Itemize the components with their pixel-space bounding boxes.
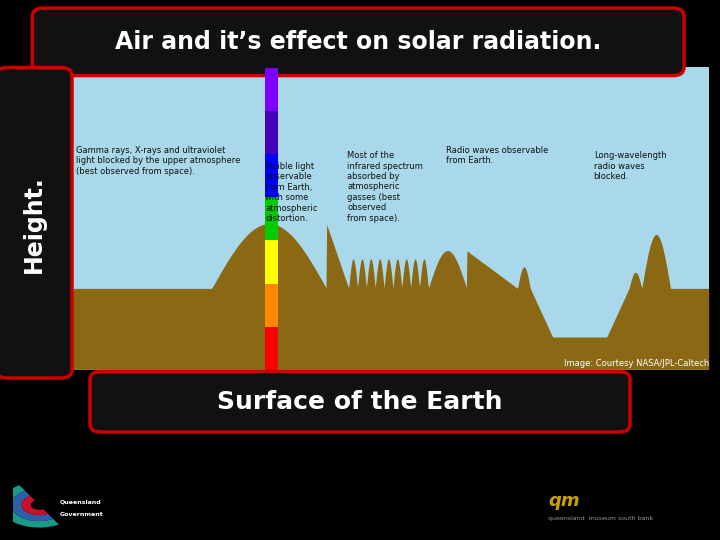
Text: Surface of the Earth: Surface of the Earth: [217, 390, 503, 414]
Polygon shape: [72, 224, 709, 370]
Text: qm: qm: [549, 492, 580, 510]
Text: Long-wavelength
radio waves
blocked.: Long-wavelength radio waves blocked.: [594, 151, 666, 181]
Text: Air and it’s effect on solar radiation.: Air and it’s effect on solar radiation.: [114, 30, 601, 54]
Text: Visible light
observable
from Earth,
with some
atmospheric
distortion.: Visible light observable from Earth, wit…: [266, 162, 318, 223]
Bar: [265, 111, 278, 154]
Text: Most of the
infrared spectrum
absorbed by
atmospheric
gasses (best
observed
from: Most of the infrared spectrum absorbed b…: [347, 151, 423, 222]
Text: Image: Courtesy NASA/JPL-Caltech: Image: Courtesy NASA/JPL-Caltech: [564, 359, 709, 368]
FancyBboxPatch shape: [0, 68, 72, 378]
Wedge shape: [11, 491, 53, 521]
Bar: [265, 197, 278, 240]
Wedge shape: [22, 496, 48, 515]
Text: Height.: Height.: [22, 175, 46, 273]
Bar: [265, 284, 278, 327]
Text: Queensland: Queensland: [60, 500, 102, 505]
Wedge shape: [0, 485, 59, 528]
Bar: [265, 68, 278, 111]
Bar: [265, 240, 278, 284]
FancyBboxPatch shape: [90, 372, 630, 432]
Bar: [72, 68, 709, 370]
Text: Radio waves observable
from Earth.: Radio waves observable from Earth.: [446, 146, 548, 165]
Bar: [265, 327, 278, 370]
FancyBboxPatch shape: [32, 8, 684, 76]
Text: Gamma rays, X-rays and ultraviolet
light blocked by the upper atmosphere
(best o: Gamma rays, X-rays and ultraviolet light…: [76, 146, 240, 176]
Text: Government: Government: [60, 511, 104, 517]
Text: queensland  museum south bank: queensland museum south bank: [549, 516, 654, 521]
Bar: [265, 154, 278, 197]
